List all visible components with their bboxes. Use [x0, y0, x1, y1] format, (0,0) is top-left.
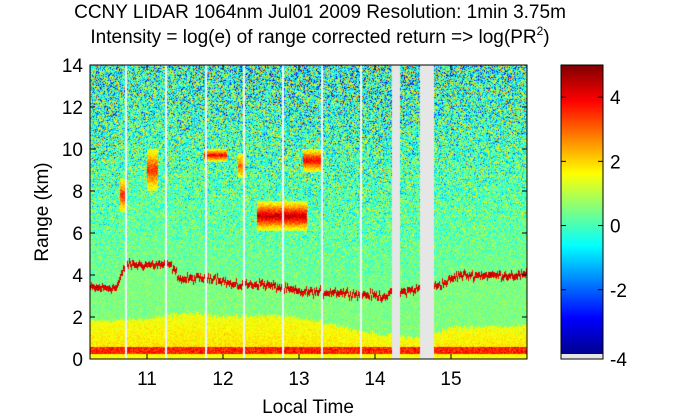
title2-superscript: 2: [536, 24, 544, 38]
y-tick-label-6: 6: [72, 224, 83, 245]
y-tick-label-10: 10: [62, 140, 83, 161]
y-tick-label-2: 2: [72, 308, 83, 329]
x-tick-label-15: 15: [440, 369, 461, 390]
plot-frame: [89, 64, 528, 360]
heatmap-image: [90, 65, 527, 359]
x-tick-label-14: 14: [364, 369, 386, 390]
colorbar-label-4: 4: [610, 88, 621, 109]
y-tick-label-8: 8: [72, 182, 83, 203]
chart-title-line2: Intensity = log(e) of range corrected re…: [0, 24, 640, 49]
colorbar-gradient: [561, 65, 603, 354]
y-tick-label-12: 12: [62, 98, 83, 119]
chart-title-line1: CCNY LIDAR 1064nm Jul01 2009 Resolution:…: [74, 2, 566, 23]
colorbar-label-0: 0: [610, 217, 621, 238]
y-axis: 0 2 4 6 8 10 12 14: [62, 56, 527, 371]
title2-prefix: Intensity = log(e) of range corrected re…: [90, 27, 537, 48]
x-tick-label-13: 13: [288, 369, 309, 390]
colorbar-label--4: -4: [610, 350, 627, 371]
y-tick-label-4: 4: [72, 266, 83, 287]
colorbar: -4 -2 0 2 4: [560, 64, 627, 371]
colorbar-no-data-swatch: [561, 354, 603, 359]
y-axis-label: Range (km): [32, 162, 53, 261]
x-axis-label: Local Time: [262, 397, 354, 418]
y-tick-label-14: 14: [62, 56, 84, 77]
x-tick-label-12: 12: [212, 369, 233, 390]
x-tick-label-11: 11: [137, 369, 157, 390]
y-tick-label-0: 0: [72, 350, 83, 371]
title2-suffix: ): [543, 27, 550, 48]
colorbar-label-2: 2: [610, 152, 621, 173]
colorbar-label--2: -2: [610, 281, 627, 302]
colorbar-frame: [560, 64, 604, 360]
x-axis: 11 12 13 14 15: [137, 65, 462, 390]
